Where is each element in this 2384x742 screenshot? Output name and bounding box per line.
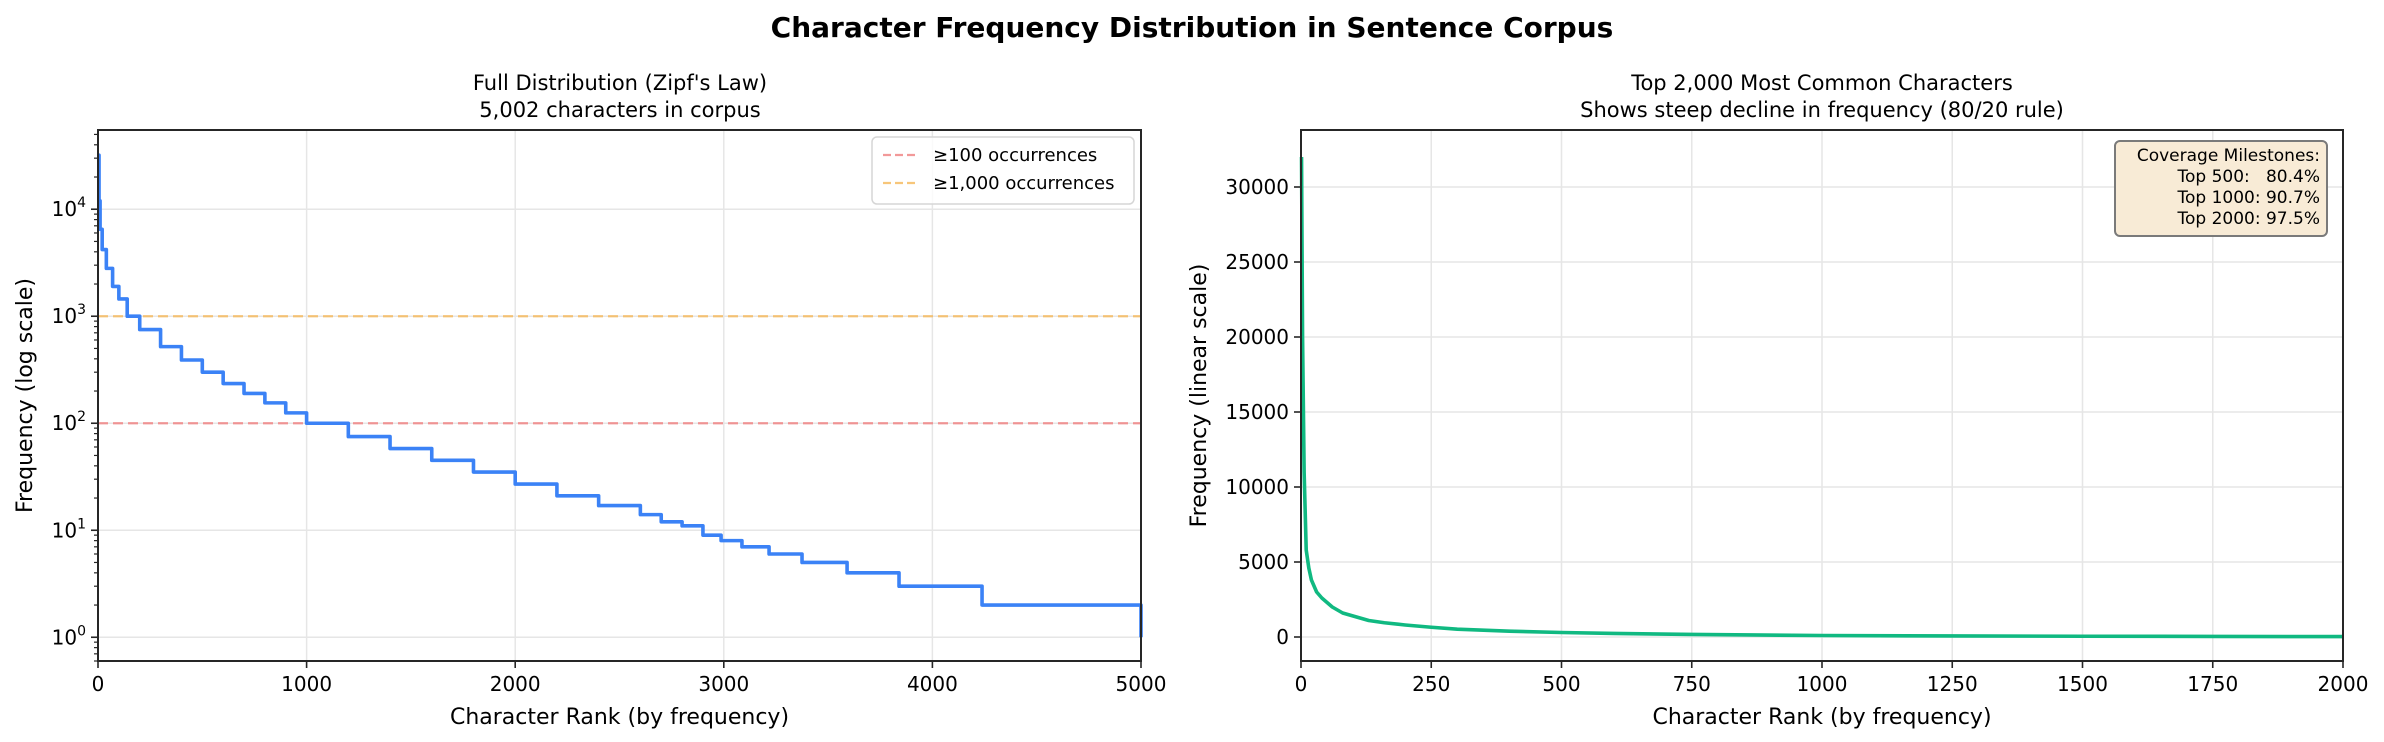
legend-box	[871, 136, 1135, 205]
legend-label-100: ≥100 occurrences	[933, 145, 1097, 166]
y-tick-label: 20000	[1225, 325, 1289, 349]
x-axis-label: Character Rank (by frequency)	[1652, 705, 1991, 730]
coverage-milestones-box: Coverage Milestones: Top 500: 80.4% Top …	[2114, 140, 2328, 237]
x-tick-label: 4000	[907, 672, 958, 696]
legend: ≥100 occurrences ≥1,000 occurrences	[871, 136, 1135, 205]
gridlines	[97, 130, 1142, 661]
y-tick-label: 30000	[1225, 175, 1289, 199]
axis-ticks: 0 1000 2000 3000 4000 5000 100 101 102 103 104	[52, 133, 1167, 696]
x-tick-label: 0	[92, 672, 105, 696]
frequency-line	[1299, 156, 2344, 639]
axis-ticks: 0 250 500 750 1000 1250 1500 1750 20000500010000…	[1225, 175, 2368, 696]
x-tick-label: 5000	[1116, 672, 1167, 696]
y-tick-label: 102	[52, 409, 86, 435]
y-tick-label: 5000	[1238, 550, 1289, 574]
x-tick-label: 1500	[2057, 672, 2108, 696]
x-tick-label: 1750	[2187, 672, 2238, 696]
x-tick-label: 1000	[281, 672, 332, 696]
zipf-log-chart: Full Distribution (Zipf's Law) 5,002 cha…	[13, 71, 1166, 730]
x-tick-label: 1000	[1797, 672, 1848, 696]
chart-subtitle: 5,002 characters in corpus	[479, 98, 760, 122]
annotation-line-top500: Top 500: 80.4%	[2177, 167, 2320, 187]
chart-title: Top 2,000 Most Common Characters	[1630, 71, 2013, 95]
x-tick-label: 2000	[490, 672, 541, 696]
x-tick-label: 1250	[1927, 672, 1978, 696]
chart-title: Full Distribution (Zipf's Law)	[473, 71, 767, 95]
x-tick-label: 3000	[698, 672, 749, 696]
plot-frame	[97, 129, 1142, 662]
x-tick-label: 750	[1673, 672, 1711, 696]
annotation-line-top1000: Top 1000: 90.7%	[2177, 188, 2321, 208]
y-tick-label: 101	[52, 516, 86, 542]
y-axis-label: Frequency (linear scale)	[1187, 264, 1212, 528]
y-tick-label: 15000	[1225, 400, 1289, 424]
x-tick-label: 2000	[2318, 672, 2369, 696]
annotation-box	[2114, 140, 2328, 237]
y-axis-label: Frequency (log scale)	[13, 278, 38, 513]
gridlines	[1300, 130, 2344, 661]
y-tick-label: 10000	[1225, 475, 1289, 499]
y-tick-label: 104	[52, 195, 86, 221]
y-tick-label: 103	[52, 302, 86, 328]
annotation-title: Coverage Milestones:	[2137, 146, 2320, 166]
x-tick-label: 500	[1542, 672, 1580, 696]
x-axis-label: Character Rank (by frequency)	[450, 705, 789, 730]
y-tick-label: 25000	[1225, 250, 1289, 274]
figure-title: Character Frequency Distribution in Sent…	[771, 11, 1614, 44]
top2000-linear-chart: Top 2,000 Most Common Characters Shows s…	[1187, 71, 2368, 730]
y-tick-label: 100	[52, 623, 86, 649]
x-tick-label: 0	[1295, 672, 1308, 696]
legend-label-1000: ≥1,000 occurrences	[933, 173, 1114, 194]
annotation-line-top2000: Top 2000: 97.5%	[2177, 209, 2321, 229]
chart-subtitle: Shows steep decline in frequency (80/20 …	[1580, 98, 2064, 122]
y-tick-label: 0	[1276, 625, 1289, 649]
x-tick-label: 250	[1412, 672, 1450, 696]
frequency-line	[97, 153, 1143, 638]
threshold-lines	[98, 315, 1141, 425]
